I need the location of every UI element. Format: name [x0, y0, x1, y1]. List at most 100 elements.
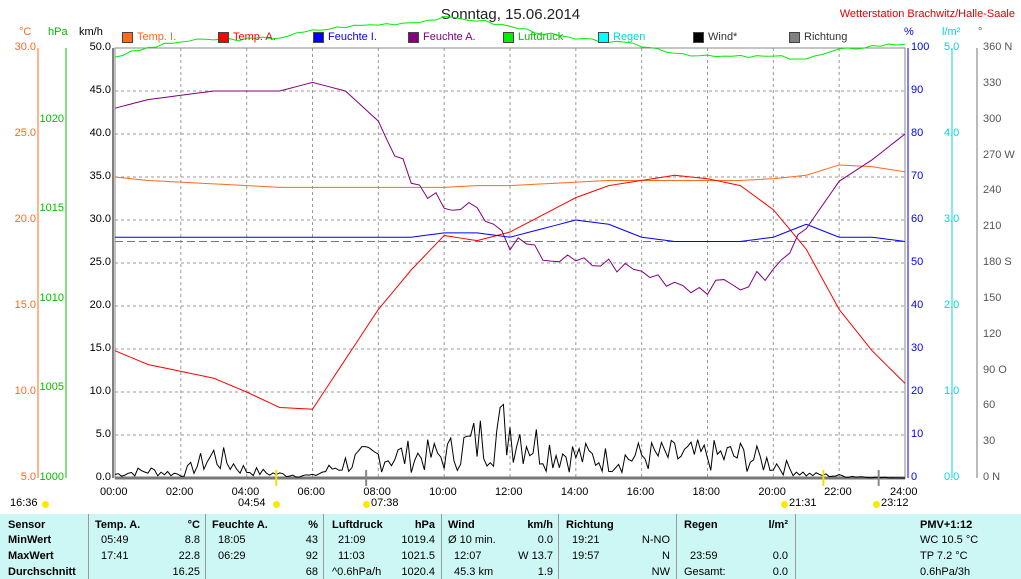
tick-wind: 5.0: [95, 428, 111, 440]
tick-time: 04:00: [231, 486, 260, 498]
tick-direction: 90 O: [983, 363, 1007, 376]
table-cell-time: 23:59: [690, 550, 718, 562]
unit-rain: l/m²: [942, 26, 961, 38]
series-line-feuchte-i: [115, 219, 906, 242]
table-group-title: Luftdruck: [332, 519, 383, 531]
series-line-feuchte-a: [114, 81, 906, 296]
table-cell-time: Gesamt:: [684, 566, 726, 578]
pmv-line: 0.6hPa/3h: [920, 566, 971, 578]
table-cell-time: ^0.6hPa/h: [332, 566, 382, 578]
legend-swatch: [503, 31, 514, 43]
tick-wind: 20.0: [89, 299, 111, 311]
table-divider: [323, 514, 324, 579]
table-cell-value: 1020.4: [401, 566, 435, 578]
chart-title: Sonntag, 15.06.2014: [440, 6, 581, 23]
tick-direction: 240: [983, 184, 1002, 197]
sun-time-label: 23:12: [881, 497, 909, 509]
table-cell-value: 8.8: [184, 534, 200, 546]
legend-label: Feuchte I.: [328, 31, 377, 43]
tick-rain: 0.0: [944, 471, 960, 483]
tick-temp: 20.0: [14, 213, 36, 225]
unit-hpa: hPa: [48, 26, 68, 38]
table-cell-time: 11:03: [338, 550, 365, 562]
stats-table: Sensor MinWert MaxWert Durchschnitt Temp. A.…: [0, 514, 1021, 579]
table-cell-value: 0.0: [772, 550, 788, 562]
tick-wind: 45.0: [89, 84, 111, 96]
legend-label: Wind*: [708, 31, 738, 43]
table-row-label: MinWert: [8, 534, 52, 546]
tick-wind: 35.0: [89, 170, 111, 182]
tick-direction: 210: [983, 220, 1002, 233]
tick-time: 20:00: [758, 486, 786, 498]
table-group-title: Richtung: [566, 519, 614, 531]
table-cell-time: 12:07: [454, 550, 482, 562]
tick-direction: 330: [983, 76, 1002, 89]
tick-temp: 5.0: [20, 471, 36, 483]
tick-time: 22:00: [824, 486, 852, 498]
tick-time: 06:00: [297, 486, 326, 498]
legend-label: Luftdruck: [518, 31, 564, 43]
table-cell-time: 45.3 km: [454, 566, 494, 578]
tick-wind: 50.0: [89, 41, 111, 53]
unit-kmh: km/h: [79, 26, 103, 38]
legend-item: Richtung: [789, 31, 847, 43]
tick-wind: 0.0: [95, 471, 111, 483]
tick-direction: 180 S: [983, 256, 1012, 268]
pmv-line: WC 10.5 °C: [920, 534, 979, 546]
tick-rain: 3.0: [944, 213, 960, 225]
tick-temp: 15.0: [14, 299, 36, 311]
legend-swatch: [313, 31, 324, 43]
sun-icon: [42, 501, 49, 508]
tick-time: 12:00: [495, 486, 523, 498]
legend-swatch: [218, 31, 229, 43]
tick-direction: 60: [983, 399, 996, 412]
tick-humidity: 20: [911, 385, 924, 397]
series-line-temp-a: [114, 174, 906, 410]
tick-time: 16:00: [626, 486, 655, 498]
tick-humidity: 40: [911, 299, 924, 311]
table-group-title: Feuchte A.: [212, 519, 268, 531]
tick-humidity: 100: [911, 41, 930, 53]
tick-wind: 40.0: [89, 127, 111, 139]
table-cell-value: 0.0: [537, 534, 553, 546]
legend-item: Feuchte I.: [313, 31, 377, 43]
tick-humidity: 80: [911, 127, 924, 139]
series-line-temp-i: [114, 164, 906, 188]
table-cell-value: 22.8: [178, 550, 200, 562]
tick-wind: 10.0: [89, 385, 111, 397]
table-cell-value: 68: [305, 566, 318, 578]
table-cell-time: 17:41: [101, 550, 129, 562]
table-group-title: Wind: [448, 519, 475, 531]
tick-pressure: 1005: [39, 381, 64, 394]
tick-direction: 30: [983, 435, 996, 448]
legend-swatch: [598, 31, 609, 43]
tick-time: 10:00: [429, 486, 457, 498]
tick-direction: 120: [983, 327, 1002, 340]
legend-label: Feuchte A.: [423, 31, 476, 43]
table-divider: [205, 514, 206, 579]
tick-direction: 270 W: [983, 148, 1015, 161]
unit-percent: %: [904, 26, 914, 38]
chart-canvas: [37, 15, 978, 486]
tick-pressure: 1000: [39, 471, 64, 483]
tick-rain: 5.0: [944, 41, 960, 53]
table-group-unit: l/m²: [768, 519, 788, 531]
sun-icon: [273, 501, 280, 508]
tick-temp: 10.0: [14, 385, 36, 397]
legend-swatch: [693, 31, 704, 43]
tick-direction: 360 N: [983, 41, 1013, 53]
table-row-label: Sensor: [8, 519, 46, 531]
tick-wind: 30.0: [89, 213, 111, 225]
table-cell-value: N-NO: [641, 534, 670, 546]
tick-pressure: 1020: [39, 112, 64, 125]
plot-frame: [114, 47, 906, 479]
table-row-label: Durchschnitt: [8, 566, 76, 578]
table-group-title: Regen: [684, 519, 718, 531]
legend-item: Wind*: [693, 31, 737, 43]
legend-label: Temp. I.: [137, 31, 177, 43]
table-cell-value: N: [662, 550, 670, 562]
sun-time-label: 21:31: [789, 497, 817, 509]
tick-humidity: 50: [911, 256, 924, 268]
legend-item: Feuchte A.: [408, 31, 476, 43]
tick-direction: 0 N: [983, 471, 1001, 483]
